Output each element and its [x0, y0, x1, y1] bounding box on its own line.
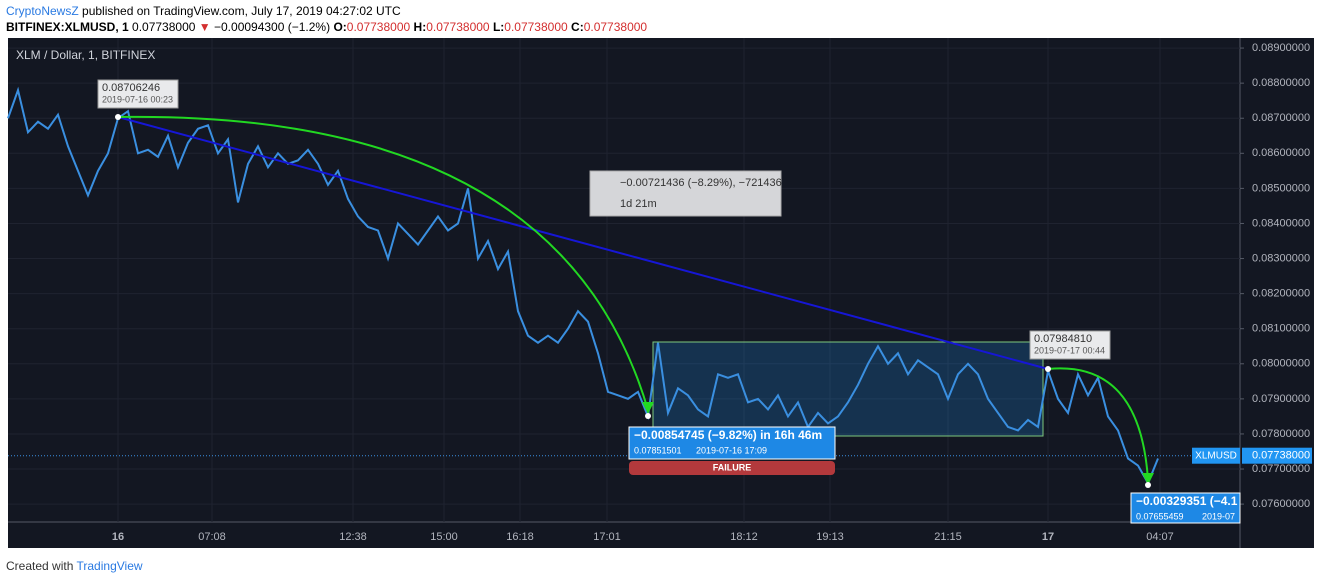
y-tick-label: 0.07900000: [1252, 393, 1310, 405]
measure-box: [589, 170, 782, 217]
annotation: 0.08706246: [102, 82, 160, 94]
annotation: 0.07655459: [1136, 511, 1184, 521]
annotation: 2019-07-17 00:44: [1034, 345, 1105, 355]
annotation: −0.00329351 (−4.1: [1136, 494, 1238, 508]
x-tick-label: 17:01: [593, 531, 621, 543]
x-tick-label: 17: [1042, 531, 1054, 543]
symbol-tag: [1192, 447, 1240, 464]
ohlc-key: C:: [571, 20, 584, 34]
y-tick-label: 0.08200000: [1252, 288, 1310, 300]
brand[interactable]: TradingView: [76, 559, 143, 573]
annotation: 0.07984810: [1034, 333, 1092, 345]
price-line: [7, 86, 1159, 486]
x-tick-label: 07:08: [198, 531, 226, 543]
symbol-line: BITFINEX:XLMUSD, 1 0.07738000 ▼ −0.00094…: [6, 20, 647, 34]
x-tick-label: 16: [112, 531, 124, 543]
range-box: [652, 341, 1044, 437]
y-tick-label: 0.08500000: [1252, 182, 1310, 194]
label-box: [97, 79, 179, 109]
ohlc-value: 0.07738000: [583, 20, 648, 34]
annotation: −0.00721436 (−8.29%), −721436: [620, 177, 782, 189]
anchor-point: [1145, 482, 1151, 488]
annotation: FAILURE: [713, 462, 752, 472]
y-tick-label: 0.08600000: [1252, 147, 1310, 159]
anchor-point: [645, 413, 651, 419]
symbol: BITFINEX:XLMUSD, 1: [6, 20, 129, 34]
failure-box: [629, 461, 835, 475]
publisher[interactable]: CryptoNewsZ: [6, 4, 79, 18]
arrow-2: [1142, 473, 1154, 485]
annotation: 0.07851501: [634, 445, 682, 455]
ohlc-value: 0.07738000: [346, 20, 411, 34]
annotation: 2019-07-16 00:23: [102, 94, 173, 104]
arc-2: [1047, 367, 1149, 481]
arrow: ▼: [198, 20, 211, 34]
anchor-point: [115, 114, 121, 120]
x-tick-label: 16:18: [506, 531, 534, 543]
ohlc-value: 0.07738000: [426, 20, 490, 34]
x-tick-label: 04:07: [1146, 531, 1174, 543]
ohlc-key: O:: [333, 20, 347, 34]
y-tick-label: 0.08300000: [1252, 252, 1310, 264]
last-price-label: 0.07738000: [1252, 450, 1310, 462]
y-tick-label: 0.08900000: [1252, 42, 1310, 54]
y-tick-label: 0.08000000: [1252, 358, 1310, 370]
x-tick-label: 18:12: [730, 531, 758, 543]
symbol-label: XLMUSD: [1195, 450, 1237, 461]
x-tick-label: 19:13: [816, 531, 844, 543]
chart-title: XLM / Dollar, 1, BITFINEX: [16, 48, 155, 62]
y-tick-label: 0.08800000: [1252, 77, 1310, 89]
x-tick-label: 15:00: [430, 531, 458, 543]
y-tick-label: 0.08400000: [1252, 217, 1310, 229]
y-tick-label: 0.08100000: [1252, 323, 1310, 335]
x-tick-label: 21:15: [934, 531, 962, 543]
ohlc-key: H:: [413, 20, 427, 34]
annotation: 1d 21m: [620, 198, 657, 210]
change: −0.00094300 (−1.2%): [214, 20, 331, 34]
annotation: −0.00854745 (−9.82%) in 16h 46m: [634, 428, 822, 442]
x-tick-label: 12:38: [339, 531, 367, 543]
label-box: [1029, 330, 1111, 360]
arc-1: [117, 115, 649, 411]
annotation: 2019-07: [1202, 511, 1235, 521]
trend-line: [117, 116, 1049, 370]
y-tick-label: 0.07700000: [1252, 463, 1310, 475]
ohlc-key: L:: [492, 20, 505, 34]
drop-box: [628, 426, 836, 460]
published: published on TradingView.com, July 17, 2…: [82, 4, 401, 18]
y-tick-label: 0.07600000: [1252, 498, 1310, 510]
annotation: 2019-07-16 17:09: [696, 445, 767, 455]
y-tick-label: 0.08700000: [1252, 112, 1310, 124]
drop-box: [1130, 492, 1241, 524]
last-price-tag: [1242, 447, 1312, 464]
arrow-1: [642, 402, 654, 414]
footer: Created with TradingView: [6, 559, 143, 573]
y-tick-label: 0.07800000: [1252, 428, 1310, 440]
header-line: CryptoNewsZ published on TradingView.com…: [6, 4, 401, 18]
anchor-point: [1045, 366, 1051, 372]
ohlc-value: 0.07738000: [504, 20, 568, 34]
created: Created with: [6, 559, 74, 573]
price: 0.07738000: [132, 20, 196, 34]
ohlc: O:0.07738000 H:0.07738000 L:0.07738000 C…: [333, 20, 647, 34]
